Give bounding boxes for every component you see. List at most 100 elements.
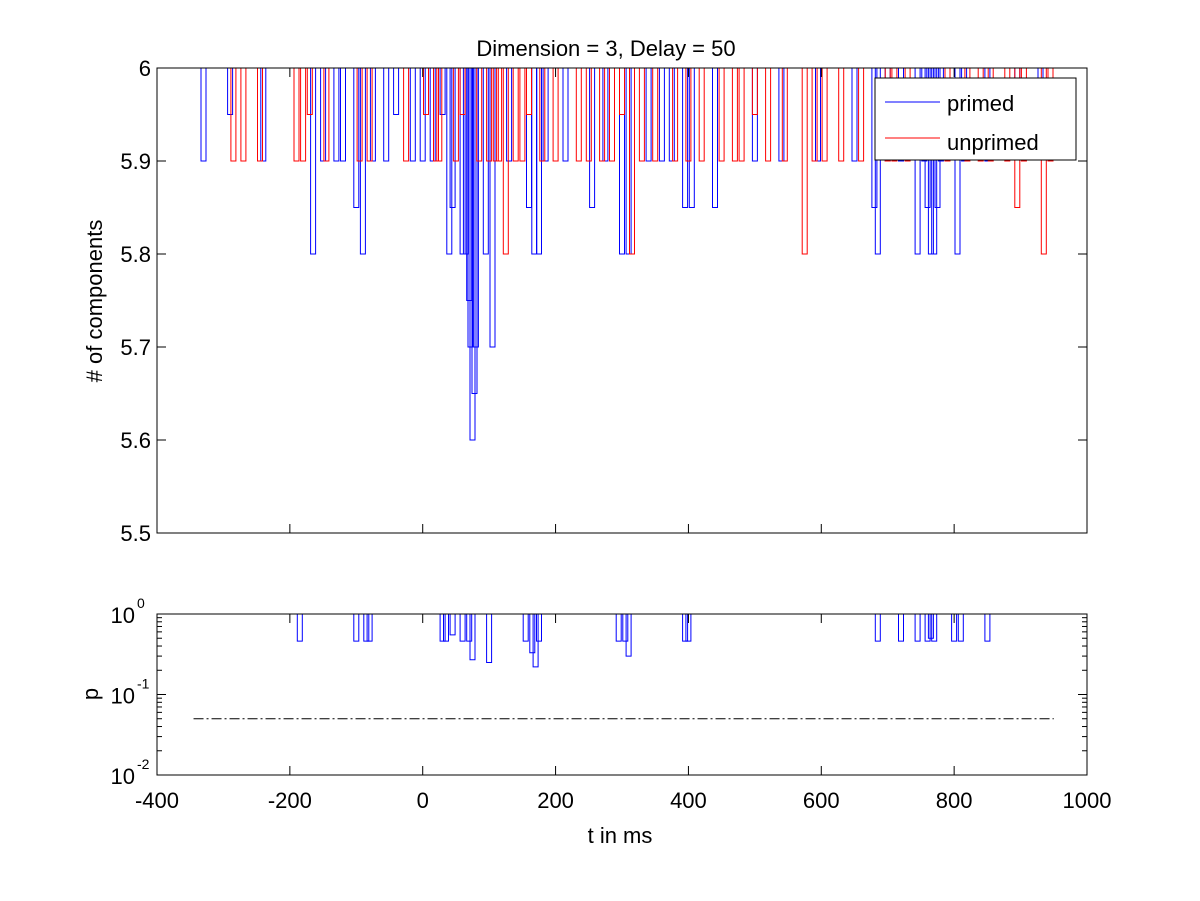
dip-unprimed-7: [356, 68, 363, 162]
dip-unprimed-35: [698, 68, 705, 162]
dip-unprimed-38: [738, 68, 745, 162]
dip-primed-10: [383, 68, 390, 162]
dip-unprimed-36: [718, 68, 725, 162]
bottom-xtick-label-6: 800: [936, 788, 973, 813]
dip-unprimed-15: [476, 68, 483, 162]
dip-primed-46: [851, 68, 858, 162]
dip-unprimed-0: [230, 68, 237, 162]
bottom-ytick-exponent-2: 0: [137, 595, 145, 611]
dip-unprimed-23: [539, 68, 546, 162]
dip-unprimed-8: [366, 68, 373, 162]
dip-unprimed-20: [512, 68, 519, 162]
p-dip-13: [532, 614, 539, 668]
bottom-plot-area: [157, 614, 1087, 775]
dip-unprimed-33: [672, 68, 679, 162]
bottom-xtick-label-0: -400: [135, 788, 179, 813]
dip-primed-24: [472, 68, 479, 348]
dip-unprimed-42: [801, 68, 808, 255]
legend-box: [874, 77, 1077, 161]
dip-primed-31: [542, 68, 549, 162]
dip-unprimed-12: [436, 68, 443, 162]
dip-primed-16: [446, 68, 453, 255]
p-dip-17: [625, 614, 632, 657]
top-plot-frame: [156, 67, 1088, 534]
p-dip-20: [874, 614, 881, 642]
dip-unprimed-39: [751, 68, 758, 115]
p-dip-3: [366, 614, 373, 642]
legend: primed unprimed: [874, 77, 1077, 161]
p-dip-5: [443, 614, 449, 642]
dip-unprimed-57: [1040, 68, 1047, 255]
dip-primed-3: [310, 68, 317, 255]
bottom-xtick-label-7: 1000: [1063, 788, 1112, 813]
dip-primed-38: [658, 68, 665, 162]
dip-primed-32: [562, 68, 569, 162]
p-dip-6: [449, 614, 456, 636]
dip-primed-44: [778, 68, 785, 162]
dip-unprimed-44: [821, 68, 828, 162]
dip-unprimed-30: [629, 68, 635, 255]
bottom-x-axis: -400 -200 0 200 400 600 800 1000: [135, 614, 1112, 813]
bottom-ytick-label-2: 10: [111, 603, 135, 628]
bottom-x-axis-label: t in ms: [588, 823, 653, 848]
dip-unprimed-5: [306, 68, 313, 115]
dip-primed-0: [200, 68, 207, 162]
p-dip-15: [615, 614, 622, 642]
dip-unprimed-13: [452, 68, 459, 162]
dip-unprimed-1: [240, 68, 247, 162]
dip-primed-4: [320, 68, 327, 162]
bottom-ytick-label-1: 10: [111, 684, 135, 709]
top-ytick-label-5: 6: [139, 56, 151, 81]
dip-primed-40: [682, 68, 689, 208]
series-primed: [200, 68, 1044, 441]
p-dip-0: [296, 614, 303, 642]
p-dip-24: [927, 614, 934, 639]
dip-unprimed-46: [858, 68, 865, 162]
dip-primed-26: [489, 68, 496, 348]
dip-primed-1: [227, 68, 234, 115]
dip-primed-9: [369, 68, 376, 162]
dip-unprimed-45: [838, 68, 845, 162]
p-dip-23: [924, 614, 931, 642]
dip-unprimed-17: [492, 68, 499, 162]
dip-primed-33: [589, 68, 596, 208]
dip-unprimed-10: [423, 68, 429, 115]
legend-label-primed: primed: [947, 91, 1014, 116]
dip-unprimed-43: [811, 68, 818, 162]
dip-unprimed-25: [575, 68, 582, 162]
p-dip-27: [957, 614, 964, 642]
p-dip-22: [914, 614, 921, 642]
p-dip-21: [898, 614, 904, 642]
dip-primed-54: [927, 68, 934, 255]
top-plot: Dimension = 3, Delay = 50 5.55.65.75.85.…: [82, 36, 1088, 546]
dip-primed-22: [469, 68, 476, 441]
p-dip-2: [363, 614, 370, 642]
dip-unprimed-6: [323, 68, 330, 162]
p-dip-26: [951, 614, 958, 642]
dip-primed-11: [393, 68, 400, 115]
dip-unprimed-19: [502, 68, 509, 255]
p-series-0: [296, 614, 991, 668]
top-ytick-label-1: 5.6: [120, 428, 151, 453]
bottom-xtick-label-3: 200: [537, 788, 574, 813]
dip-unprimed-21: [519, 68, 526, 162]
dip-unprimed-29: [619, 68, 625, 115]
dip-unprimed-4: [300, 68, 307, 162]
dip-primed-36: [625, 68, 632, 255]
bottom-ytick-exponent-0: -2: [137, 756, 150, 772]
dip-primed-39: [668, 68, 675, 162]
dip-primed-12: [409, 68, 416, 162]
dip-unprimed-28: [609, 68, 615, 162]
dip-unprimed-3: [293, 68, 300, 162]
bottom-series-group: [296, 614, 991, 668]
bottom-ytick-label-0: 10: [111, 764, 135, 789]
dip-primed-58: [954, 68, 961, 255]
top-ytick-label-0: 5.5: [120, 521, 151, 546]
top-ytick-label-4: 5.9: [120, 149, 151, 174]
dip-unprimed-24: [552, 68, 559, 162]
top-plot-title: Dimension = 3, Delay = 50: [476, 36, 735, 61]
dip-primed-7: [353, 68, 360, 208]
bottom-xtick-label-5: 600: [803, 788, 840, 813]
p-dip-25: [931, 614, 938, 642]
